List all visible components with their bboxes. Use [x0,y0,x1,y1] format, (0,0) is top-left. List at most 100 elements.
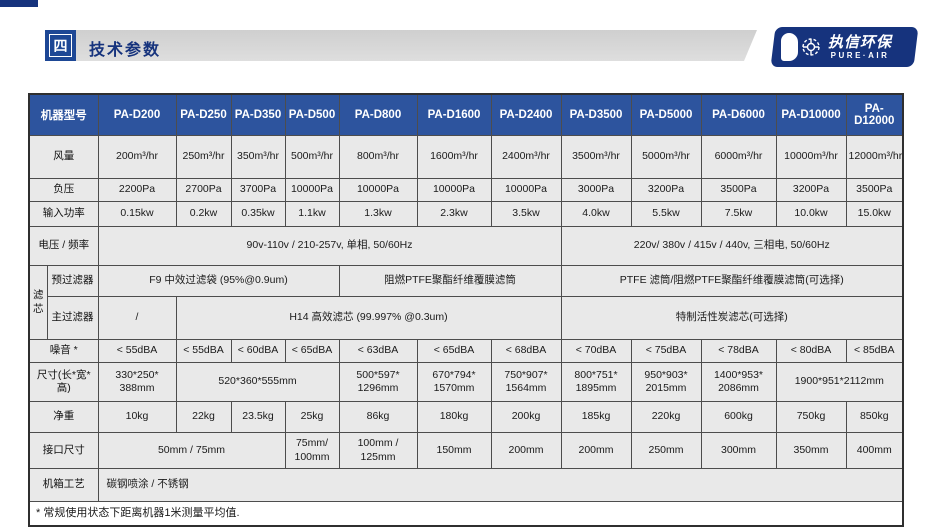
spec-value-cell: < 78dBA [700,339,777,363]
section-title: 技术参数 [89,42,162,59]
spec-value-cell: PTFE 滤筒/阻燃PTFE聚酯纤维覆膜滤筒(可选择) [560,265,904,297]
row-chassis-finish: 机箱工艺 碳钢喷涂 / 不锈钢 [28,468,904,502]
section-header-bar [45,30,757,61]
row-label: 主过滤器 [46,296,99,340]
model-header-cell: PA-D800 [338,93,418,136]
model-header-cell: PA-D5000 [630,93,702,136]
spec-value-cell: 碳钢喷涂 / 不锈钢 [97,468,904,502]
spec-value-cell: 0.2kw [175,201,232,227]
spec-value-cell: 23.5kg [230,401,286,433]
row-footnote: * 常规使用状态下距离机器1米测量平均值. [28,501,904,527]
spec-value-cell: 15.0kw [845,201,904,227]
spec-value-cell: 2200Pa [97,178,177,202]
spec-value-cell: 10000Pa [338,178,418,202]
row-pre-filter: 滤芯 预过滤器 F9 中效过滤袋 (95%@0.9um) 阻燃PTFE聚酯纤维覆膜滤筒… [28,265,904,340]
pureair-logo-inner: 执信环保 PURE·AIR [781,33,908,61]
spec-value-cell: 特制活性炭滤芯(可选择) [560,296,904,340]
spec-value-cell: 2400m³/hr [490,135,562,179]
row-label: 接口尺寸 [28,432,99,469]
spec-value-cell: 90v-110v / 210-257v, 单相, 50/60Hz [97,226,562,266]
spec-value-cell: 200mm [560,432,632,469]
model-header-cell: PA-D12000 [845,93,904,136]
spec-value-cell: 200mm [490,432,562,469]
row-net-weight: 净重 10kg 22kg 23.5kg 25kg 86kg 180kg 200kg 185kg 2… [28,401,904,433]
spec-value-cell: 180kg [416,401,492,433]
spec-value-cell: 阻燃PTFE聚酯纤维覆膜滤筒 [338,265,562,297]
spec-value-cell: 250mm [630,432,702,469]
spec-value-cell: 500*597* 1296mm [338,362,418,402]
row-label: 净重 [28,401,99,433]
corner-decoration [0,0,38,7]
spec-value-cell: < 80dBA [775,339,847,363]
spec-value-cell: < 63dBA [338,339,418,363]
row-model: 机器型号 PA-D200 PA-D250 PA-D350 PA-D500 PA-D800 P… [28,93,904,136]
spec-value-cell: 200kg [490,401,562,433]
spec-value-cell: 100mm / 125mm [338,432,418,469]
spec-value-cell: 4.0kw [560,201,632,227]
spec-value-cell: 1600m³/hr [416,135,492,179]
spec-value-cell: 750*907* 1564mm [490,362,562,402]
model-header-cell: PA-D350 [230,93,286,136]
row-dimensions: 尺寸(长*宽*高) 330*250* 388mm 520*360*555mm 500*… [28,362,904,402]
spec-value-cell: 1.3kw [338,201,418,227]
spec-value-cell: 600kg [700,401,777,433]
spec-value-cell: 3000Pa [560,178,632,202]
row-label: 负压 [28,178,99,202]
spec-value-cell: 3200Pa [775,178,847,202]
spec-value-cell: 75mm/ 100mm [284,432,340,469]
row-input-power: 输入功率 0.15kw 0.2kw 0.35kw 1.1kw 1.3kw 2.3kw 3.5k… [28,201,904,227]
logo-name-en: PURE·AIR [830,50,890,60]
spec-value-cell: 86kg [338,401,418,433]
row-duct-size: 接口尺寸 50mm / 75mm 75mm/ 100mm 100mm / 125mm 1… [28,432,904,469]
section-number: 四 [49,34,72,57]
row-label: 滤芯 [28,265,48,340]
spec-value-cell: 3500m³/hr [560,135,632,179]
spec-value-cell: 350mm [775,432,847,469]
spec-value-cell: 220v/ 380v / 415v / 440v, 三相电, 50/60Hz [560,226,904,266]
spec-value-cell: 12000m³/hr [845,135,904,179]
row-noise: 噪音 * < 55dBA < 55dBA < 60dBA < 65dBA < 63dBA <… [28,339,904,363]
spec-value-cell: 670*794* 1570mm [416,362,492,402]
pureair-logo: 执信环保 PURE·AIR [770,27,919,67]
row-label: 尺寸(长*宽*高) [28,362,99,402]
spec-value-cell: 1900*951*2112mm [775,362,904,402]
spec-value-cell: 200m³/hr [97,135,177,179]
row-label: 机箱工艺 [28,468,99,502]
spec-value-cell: 400mm [845,432,904,469]
spec-value-cell: 3500Pa [845,178,904,202]
logo-p-icon [781,33,798,61]
spec-value-cell: < 55dBA [97,339,177,363]
spec-value-cell: 520*360*555mm [175,362,340,402]
spec-value-cell: 22kg [175,401,232,433]
spec-value-cell: < 65dBA [416,339,492,363]
spec-value-cell: 3200Pa [630,178,702,202]
spec-value-cell: 10000m³/hr [775,135,847,179]
spec-value-cell: 3700Pa [230,178,286,202]
spec-value-cell: 750kg [775,401,847,433]
logo-text: 执信环保 PURE·AIR [828,33,893,60]
spec-value-cell: 850kg [845,401,904,433]
row-label: 电压 / 频率 [28,226,99,266]
row-label: 噪音 * [28,339,99,363]
spec-value-cell: 2.3kw [416,201,492,227]
logo-name-cn: 执信环保 [828,33,893,51]
spec-value-cell: < 55dBA [175,339,232,363]
model-header-cell: PA-D2400 [490,93,562,136]
spec-value-cell: < 75dBA [630,339,702,363]
row-airflow: 风量 200m³/hr 250m³/hr 350m³/hr 500m³/hr 800m³/… [28,135,904,179]
spec-value-cell: F9 中效过滤袋 (95%@0.9um) [97,265,340,297]
spec-value-cell: < 65dBA [284,339,340,363]
spec-value-cell: 25kg [284,401,340,433]
spec-value-cell: < 85dBA [845,339,904,363]
spec-value-cell: H14 高效滤芯 (99.997% @0.3um) [175,296,562,340]
spec-value-cell: 350m³/hr [230,135,286,179]
model-header-cell: PA-D250 [175,93,232,136]
spec-value-cell: 7.5kw [700,201,777,227]
tech-spec-table: 机器型号 PA-D200 PA-D250 PA-D350 PA-D500 PA-D800 P… [28,93,904,527]
spec-value-cell: 0.15kw [97,201,177,227]
spec-value-cell: 2700Pa [175,178,232,202]
section-number-badge: 四 [45,30,76,61]
model-header-cell: 机器型号 [28,93,99,136]
model-header-cell: PA-D3500 [560,93,632,136]
model-header-cell: PA-D200 [97,93,177,136]
